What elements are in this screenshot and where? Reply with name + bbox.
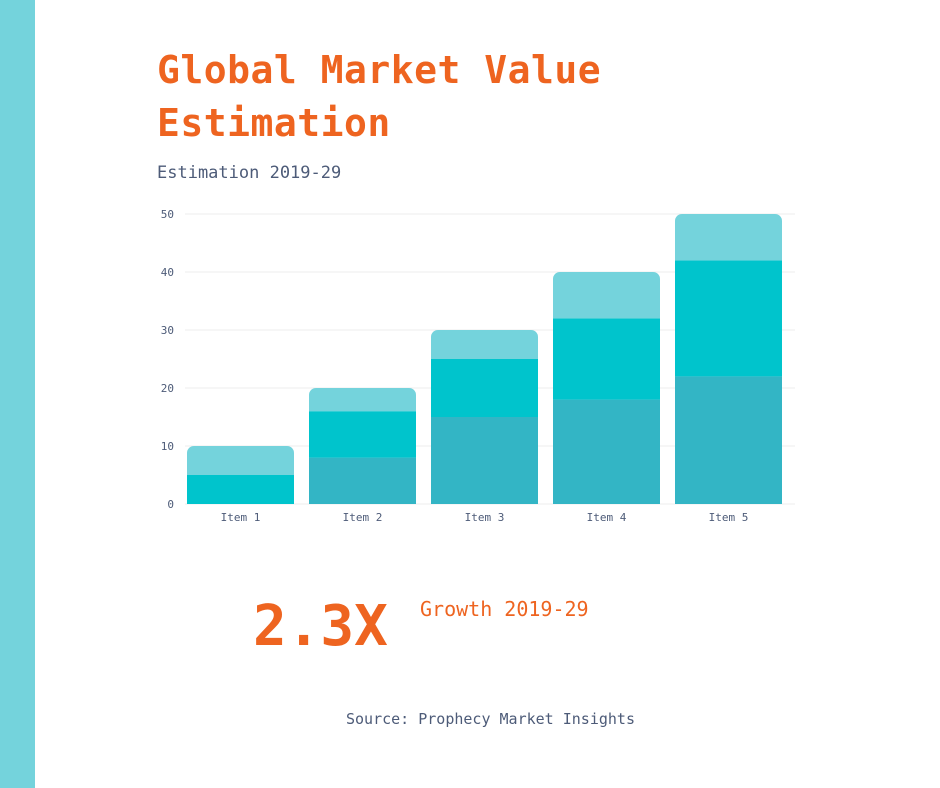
x-tick-label: Item 5	[709, 511, 749, 524]
x-tick-label: Item 4	[587, 511, 627, 524]
page-title: Global Market Value Estimation	[157, 48, 602, 145]
growth-multiplier: 2.3X	[253, 594, 388, 659]
bar-segment	[309, 457, 416, 504]
bar-segment	[187, 475, 294, 504]
growth-label: Growth 2019-29	[420, 597, 589, 621]
bar-segment	[187, 446, 294, 475]
bar-segment	[431, 359, 538, 417]
chart-subtitle: Estimation 2019-29	[157, 163, 342, 183]
source-note: Source: Prophecy Market Insights	[346, 710, 635, 728]
y-tick-label: 0	[167, 498, 174, 511]
bar-segment	[553, 272, 660, 319]
y-tick-label: 50	[161, 208, 174, 221]
bar-segment	[675, 260, 782, 377]
bar-segment	[553, 399, 660, 504]
bar-segment	[553, 318, 660, 400]
y-tick-label: 40	[161, 266, 174, 279]
y-tick-label: 30	[161, 324, 174, 337]
bar-segment	[675, 376, 782, 504]
y-tick-label: 20	[161, 382, 174, 395]
x-tick-label: Item 2	[343, 511, 383, 524]
bar-segment	[431, 330, 538, 359]
x-tick-label: Item 3	[465, 511, 505, 524]
bar-segment	[309, 411, 416, 458]
bar-segment	[309, 388, 416, 412]
left-accent-bar	[0, 0, 35, 788]
bar-segment	[431, 417, 538, 504]
stacked-bar-chart: 0 10 20 30 40 50 Item 1 Item 2 Item 3 Item 4 Item …	[161, 208, 795, 524]
bar-segment	[675, 214, 782, 261]
x-tick-label: Item 1	[221, 511, 261, 524]
y-tick-label: 10	[161, 440, 174, 453]
